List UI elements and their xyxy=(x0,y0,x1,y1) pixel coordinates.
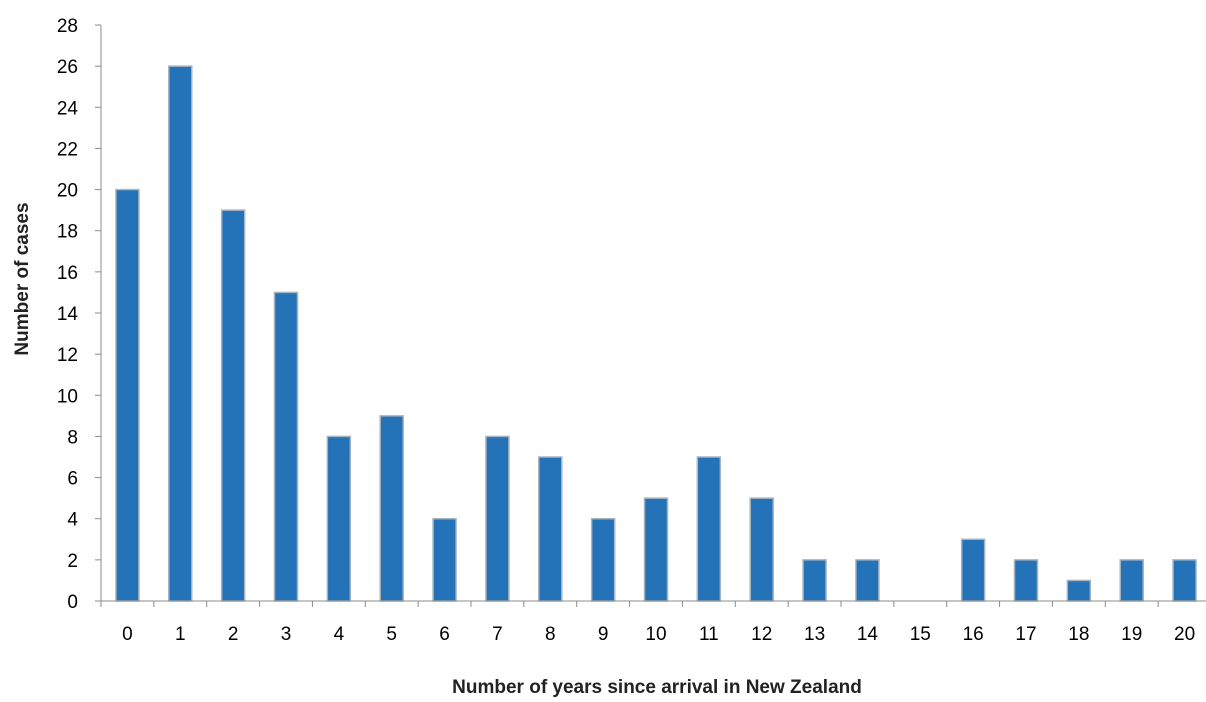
x-tick-label: 15 xyxy=(910,624,931,645)
bar-year-9 xyxy=(590,517,616,602)
bar-year-14 xyxy=(855,559,880,602)
x-tick-label: 16 xyxy=(963,624,984,645)
x-tick-label: 13 xyxy=(804,624,825,645)
bar-year-6 xyxy=(432,517,457,602)
bar-year-18 xyxy=(1066,579,1092,602)
y-tick-label: 0 xyxy=(67,592,78,613)
bar-year-13 xyxy=(802,559,827,602)
x-tick-label: 20 xyxy=(1174,624,1195,645)
x-tick-label: 14 xyxy=(857,624,879,645)
y-tick-label: 28 xyxy=(57,16,78,37)
bar-year-7 xyxy=(485,435,510,602)
x-tick-label: 5 xyxy=(386,624,397,645)
bar-year-12 xyxy=(749,497,774,602)
y-tick-label: 22 xyxy=(57,139,78,160)
bar-year-8 xyxy=(538,456,563,602)
y-tick-label: 10 xyxy=(57,386,78,407)
bars xyxy=(115,65,1197,602)
y-axis-title: Number of cases xyxy=(12,202,33,355)
bar-year-17 xyxy=(1013,559,1039,602)
x-tick-label: 11 xyxy=(699,624,719,645)
x-axis-ticks: 0 1 2 3 4 5 6 7 8 9 10 11 12 13 14 15 16 17 18 19 20 xyxy=(100,601,1195,645)
y-tick-label: 6 xyxy=(67,469,78,490)
x-tick-label: 8 xyxy=(545,624,556,645)
x-tick-label: 10 xyxy=(645,624,666,645)
bar-year-4 xyxy=(326,435,352,602)
y-tick-label: 16 xyxy=(57,263,78,284)
y-tick-label: 20 xyxy=(57,181,78,202)
x-tick-label: 7 xyxy=(492,624,503,645)
y-tick-label: 18 xyxy=(57,222,78,243)
x-tick-label: 9 xyxy=(598,624,609,645)
x-tick-label: 3 xyxy=(281,624,292,645)
y-tick-label: 4 xyxy=(67,510,78,531)
y-tick-label: 8 xyxy=(67,427,78,448)
x-tick-label: 1 xyxy=(175,624,186,645)
y-tick-label: 12 xyxy=(57,345,78,366)
bar-year-20 xyxy=(1172,559,1197,602)
x-tick-label: 17 xyxy=(1015,624,1036,645)
bar-year-5 xyxy=(379,415,404,602)
bar-year-10 xyxy=(643,497,669,602)
y-tick-label: 26 xyxy=(57,57,78,78)
bar-year-16 xyxy=(960,538,986,602)
bar-year-2 xyxy=(220,209,246,602)
x-tick-label: 19 xyxy=(1121,624,1142,645)
x-axis-title: Number of years since arrival in New Zea… xyxy=(452,677,862,698)
y-tick-label: 2 xyxy=(67,551,78,572)
x-tick-label: 18 xyxy=(1068,624,1089,645)
x-tick-label: 0 xyxy=(122,624,133,645)
bar-year-19 xyxy=(1119,559,1144,602)
x-tick-label: 6 xyxy=(439,624,450,645)
bar-year-3 xyxy=(273,291,299,602)
x-tick-label: 12 xyxy=(751,624,772,645)
x-tick-label: 4 xyxy=(334,624,345,645)
x-tick-label: 2 xyxy=(228,624,239,645)
bar-year-1 xyxy=(168,65,193,602)
y-tick-label: 24 xyxy=(57,98,79,119)
bar-year-0 xyxy=(115,188,140,602)
bar-year-11 xyxy=(696,456,722,602)
y-tick-label: 14 xyxy=(57,304,79,325)
